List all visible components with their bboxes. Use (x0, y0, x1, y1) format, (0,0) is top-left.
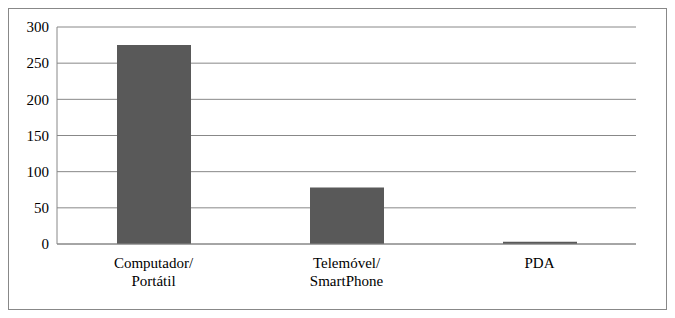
svg-text:50: 50 (34, 200, 49, 216)
svg-text:200: 200 (27, 92, 50, 108)
svg-text:250: 250 (27, 55, 50, 71)
svg-text:150: 150 (27, 128, 50, 144)
svg-text:300: 300 (27, 19, 50, 35)
svg-text:Computador/Portátil: Computador/Portátil (114, 255, 194, 289)
svg-text:0: 0 (42, 236, 50, 252)
svg-text:Telemóvel/SmartPhone: Telemóvel/SmartPhone (310, 255, 384, 289)
svg-text:PDA: PDA (524, 255, 554, 271)
svg-text:100: 100 (27, 164, 50, 180)
